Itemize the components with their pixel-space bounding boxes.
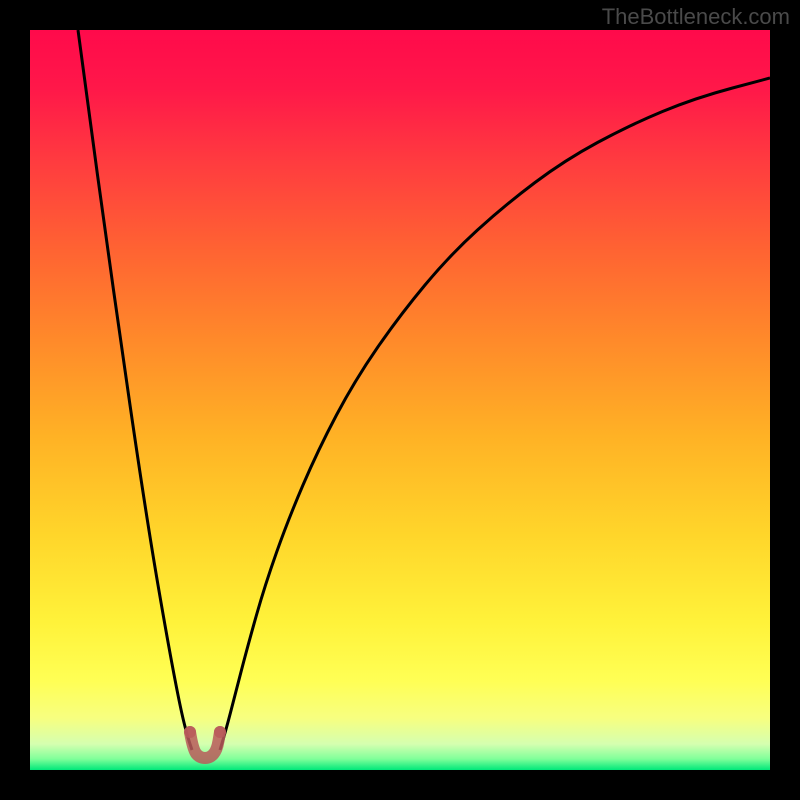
minimum-dot-left [184, 726, 196, 738]
curve-right-branch [220, 78, 770, 750]
chart-container: TheBottleneck.com [0, 0, 800, 800]
curve-left-branch [78, 30, 192, 750]
curve-layer [30, 30, 770, 770]
watermark-text: TheBottleneck.com [602, 4, 790, 30]
plot-area [30, 30, 770, 770]
minimum-dot-right [214, 726, 226, 738]
